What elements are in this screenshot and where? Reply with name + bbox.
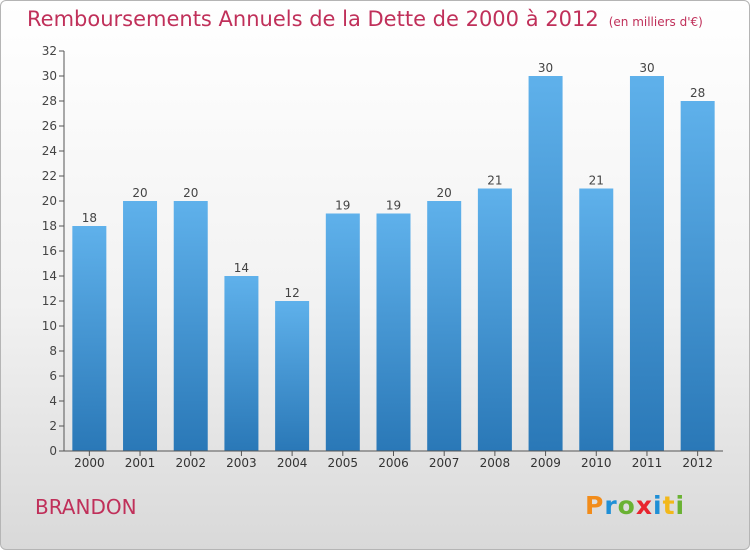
logo-letter: i	[653, 491, 663, 520]
logo-letter: i	[675, 491, 686, 520]
x-tick-label: 2002	[175, 456, 206, 470]
bar	[173, 201, 208, 451]
y-tick-label: 32	[42, 44, 57, 58]
y-tick-label: 20	[42, 194, 57, 208]
y-tick-label: 12	[42, 294, 57, 308]
logo-letter: P	[585, 491, 605, 520]
chart-title: Remboursements Annuels de la Dette de 20…	[27, 7, 703, 31]
bar-value-label: 19	[386, 199, 401, 213]
bar-value-label: 20	[183, 186, 198, 200]
y-tick-label: 16	[42, 244, 57, 258]
x-tick-label: 2003	[226, 456, 257, 470]
x-tick-label: 2009	[530, 456, 561, 470]
y-tick-label: 18	[42, 219, 57, 233]
logo-letter: t	[662, 491, 676, 520]
x-tick-label: 2000	[74, 456, 105, 470]
y-tick-label: 14	[42, 269, 57, 283]
bar-value-label: 19	[335, 199, 350, 213]
y-tick-label: 22	[42, 169, 57, 183]
bar	[275, 301, 310, 451]
y-tick-label: 30	[42, 69, 57, 83]
y-tick-label: 6	[49, 369, 57, 383]
commune-name: BRANDON	[35, 495, 137, 519]
y-tick-label: 4	[49, 394, 57, 408]
bar	[579, 188, 614, 451]
x-tick-label: 2006	[378, 456, 409, 470]
logo-letter: o	[617, 491, 636, 520]
proxiti-logo[interactable]: Proxiti	[585, 491, 685, 520]
x-tick-label: 2008	[480, 456, 511, 470]
bar	[629, 76, 664, 451]
x-tick-label: 2010	[581, 456, 612, 470]
y-tick-label: 26	[42, 119, 57, 133]
bar-value-label: 21	[487, 174, 502, 188]
bar-value-label: 20	[437, 186, 452, 200]
bar	[376, 213, 411, 451]
y-tick-label: 0	[49, 444, 57, 458]
bar-value-label: 20	[132, 186, 147, 200]
x-tick-label: 2001	[125, 456, 156, 470]
bar	[224, 276, 259, 451]
x-tick-label: 2012	[682, 456, 713, 470]
logo-letter: r	[604, 491, 618, 520]
x-tick-label: 2004	[277, 456, 308, 470]
chart-title-text: Remboursements Annuels de la Dette de 20…	[27, 7, 599, 31]
bar-value-label: 18	[82, 211, 97, 225]
bar	[427, 201, 462, 451]
y-tick-label: 2	[49, 419, 57, 433]
y-tick-label: 10	[42, 319, 57, 333]
y-tick-label: 24	[42, 144, 57, 158]
bar	[680, 101, 715, 451]
x-tick-label: 2005	[328, 456, 359, 470]
bar-value-label: 12	[284, 286, 299, 300]
bar	[528, 76, 563, 451]
bar	[123, 201, 158, 451]
logo-letter: x	[635, 491, 653, 520]
bar	[72, 226, 107, 451]
y-tick-label: 8	[49, 344, 57, 358]
x-axis: 2000 2001 2002 2003 2004 2005 2006 2007 2008 2009…	[64, 450, 723, 470]
y-tick-label: 28	[42, 94, 57, 108]
bar-value-label: 28	[690, 86, 705, 100]
chart-unit-note: (en milliers d'€)	[608, 15, 703, 29]
x-tick-label: 2007	[429, 456, 460, 470]
bar-value-label: 30	[538, 61, 553, 75]
bar-value-label: 21	[589, 174, 604, 188]
bar-value-label: 14	[234, 261, 249, 275]
bar	[325, 213, 360, 451]
bar-value-label: 30	[639, 61, 654, 75]
bars: 18 20 20 14 12 19 19 20 21 30 21 30 28	[72, 61, 715, 451]
bar	[477, 188, 512, 451]
x-tick-label: 2011	[632, 456, 663, 470]
